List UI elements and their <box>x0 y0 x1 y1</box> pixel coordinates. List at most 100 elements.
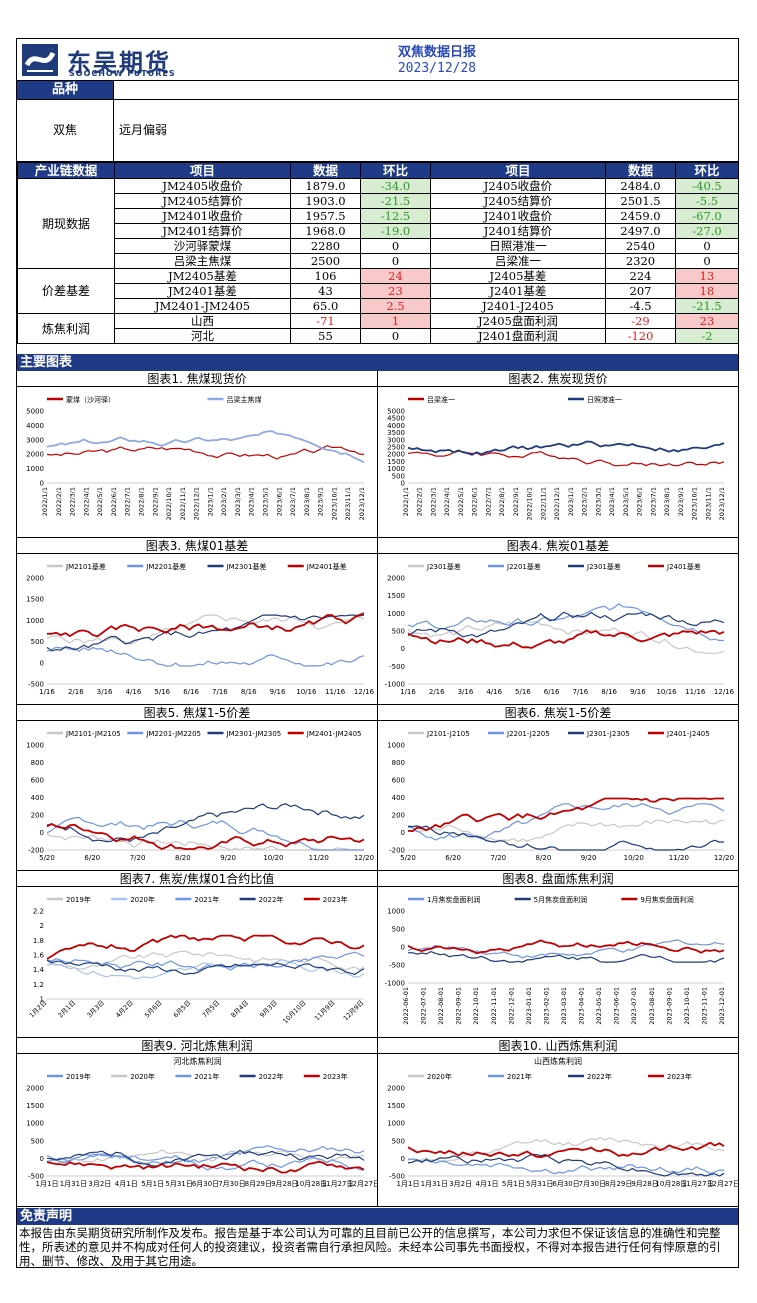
x-tick-label: 8/20 <box>175 854 191 862</box>
x-tick-label: 2022-11-01 <box>490 987 498 1025</box>
y-tick-label: 1500 <box>26 1102 44 1110</box>
x-tick-label: 5/20 <box>39 854 55 862</box>
chart-panel: 图表9. 河北炼焦利润 河北炼焦利润 2019年 2020年 2021年 2022年 202… <box>17 1038 378 1207</box>
x-tick-label: 2022/12/1 <box>193 487 201 520</box>
change-cell: -12.5 <box>360 208 431 224</box>
y-tick-label: 1.4 <box>33 966 45 974</box>
y-tick-label: 1.6 <box>33 952 45 960</box>
x-tick-label: 8月29日 <box>245 1180 272 1188</box>
series-line <box>407 611 725 638</box>
y-tick-label: -200 <box>28 847 44 855</box>
change-cell: -19.0 <box>360 223 431 239</box>
legend-label: 2022年 <box>259 1072 284 1081</box>
y-tick-label: 0 <box>401 645 405 653</box>
col-data-header: 数据 <box>605 162 676 179</box>
chart-plot: 1月焦炭盘面利润 5月焦炭盘面利润 9月焦炭盘面利润 1000 500 0 -500 -100… <box>385 895 726 1025</box>
change-cell: 0 <box>675 238 739 254</box>
y-tick-label: 1.8 <box>33 937 44 945</box>
col-change-header: 环比 <box>360 162 431 179</box>
x-tick-label: 2023-06-01 <box>613 987 621 1025</box>
x-tick-label: 3/16 <box>458 688 474 696</box>
table-row: 沙河驿蒙煤 2280 0 日照港准一 2540 0 <box>18 238 739 254</box>
y-tick-label: 2000 <box>26 1085 44 1093</box>
report-frame: 东吴期货 SOOCHOW FUTURES 双焦数据日报 2023/12/28 品… <box>16 38 739 1268</box>
x-tick-label: 2022/11/1 <box>539 487 547 520</box>
x-tick-label: 1月2日 <box>28 999 49 1020</box>
item-cell: J2405结算价 <box>430 193 606 209</box>
x-tick-label: 1月31日 <box>421 1180 448 1188</box>
change-cell: 24 <box>360 268 431 284</box>
x-tick-label: 6/16 <box>544 688 560 696</box>
x-tick-label: 7月30日 <box>218 1180 245 1188</box>
data-cell: -71 <box>290 313 361 329</box>
series-line <box>407 819 725 843</box>
y-tick-label: 1000 <box>387 742 405 750</box>
y-tick-label: 200 <box>31 812 44 820</box>
logo-english-name: SOOCHOW FUTURES <box>69 69 176 78</box>
series-line <box>46 816 364 851</box>
chart-panel: 图表4. 焦炭01基差 J2301基差 J2201基差 J2301基差 J2401基差 2… <box>378 538 738 705</box>
x-tick-label: 2022/2/1 <box>416 487 424 516</box>
y-tick-label: 4000 <box>387 422 405 430</box>
x-tick-label: 7/20 <box>490 854 506 862</box>
chart-title: 图表6. 焦炭1-5价差 <box>378 705 738 721</box>
y-tick-label: 3500 <box>387 429 405 437</box>
x-tick-label: 4/16 <box>126 688 142 696</box>
table-row: 河北 55 0 J2401盘面利润 -120 -2 <box>18 328 739 344</box>
item-cell: 沙河驿蒙煤 <box>114 238 291 254</box>
x-tick-label: 12月27日 <box>708 1180 738 1188</box>
series-line <box>46 803 365 843</box>
y-tick-label: 1000 <box>387 610 405 618</box>
view-row: 双焦 远月偏弱 <box>17 100 738 162</box>
series-line <box>407 1153 725 1177</box>
x-tick-label: 11/16 <box>685 688 706 696</box>
x-tick-label: 2023/12/1 <box>358 487 366 520</box>
chart-subtitle: 河北炼焦利润 <box>174 1056 222 1066</box>
chart-plot: 山西炼焦利润 2020年 2021年 2022年 2023年 2000 1500 1000 50… <box>387 1056 738 1188</box>
view-value: 远月偏弱 <box>119 123 168 137</box>
legend-label: 9月焦炭盘面利润 <box>640 895 693 904</box>
x-tick-label: 2022/2/1 <box>55 487 63 516</box>
series-line <box>46 614 365 652</box>
data-cell: 1957.5 <box>290 208 361 224</box>
y-tick-label: 1.2 <box>33 981 44 989</box>
series-line <box>46 1153 365 1171</box>
y-tick-label: 400 <box>392 794 405 802</box>
x-tick-label: 7/16 <box>212 688 228 696</box>
change-cell: -67.0 <box>675 208 739 224</box>
data-cell: 207 <box>605 283 676 299</box>
legend-label: 5月焦炭盘面利润 <box>534 895 587 904</box>
legend-label: 2021年 <box>194 1072 219 1081</box>
x-tick-label: 11/20 <box>309 854 329 862</box>
x-tick-label: 1/16 <box>39 688 55 696</box>
table-row: 吕梁主焦煤 2500 0 吕梁准一 2320 0 <box>18 253 739 269</box>
x-tick-label: 5月31日 <box>526 1180 553 1188</box>
x-tick-label: 10/20 <box>624 854 644 862</box>
table-row: JM2401收盘价 1957.5 -12.5 J2401收盘价 2459.0 -67.0 <box>18 208 739 224</box>
x-tick-label: 2022/5/1 <box>96 487 104 516</box>
legend-label: 2020年 <box>427 1072 452 1081</box>
x-tick-label: 10/16 <box>656 688 677 696</box>
chart-panel: 图表1. 焦煤现货价 蒙煤（沙河驿） 吕梁主焦煤 5000 4000 3000 2000 10… <box>17 371 378 538</box>
y-tick-label: 2.2 <box>33 908 44 916</box>
chart-plot: 2019年 2020年 2021年 2022年 2023年 2.2 2 1.8 1.6 1.4 1.… <box>28 895 366 1025</box>
data-cell: -120 <box>605 328 676 344</box>
y-tick-label: 2000 <box>387 1085 405 1093</box>
series-line <box>46 430 365 464</box>
legend-label: JM2201-JM2205 <box>145 730 201 738</box>
x-tick-label: 2023/10/1 <box>330 487 338 520</box>
table-row: JM2405结算价 1903.0 -21.5 J2405结算价 2501.5 -5.5 <box>18 193 739 209</box>
y-tick-label: 0 <box>40 659 44 667</box>
table-row: 期现数据 JM2405收盘价 1879.0 -34.0 J2405收盘价 2484.0 -4… <box>17 178 739 269</box>
legend-label: 2023年 <box>323 1072 348 1081</box>
y-tick-label: 5000 <box>26 408 44 416</box>
y-tick-label: -500 <box>389 1173 405 1181</box>
data-cell: 2540 <box>605 238 676 254</box>
x-tick-label: 2023/12/1 <box>718 487 726 520</box>
x-tick-label: 2023/3/1 <box>234 487 242 516</box>
chart-title: 图表1. 焦煤现货价 <box>17 371 377 387</box>
series-line <box>46 1145 365 1163</box>
series-line <box>407 603 725 642</box>
chart-title: 图表9. 河北炼焦利润 <box>17 1038 377 1054</box>
series-line <box>407 950 725 963</box>
